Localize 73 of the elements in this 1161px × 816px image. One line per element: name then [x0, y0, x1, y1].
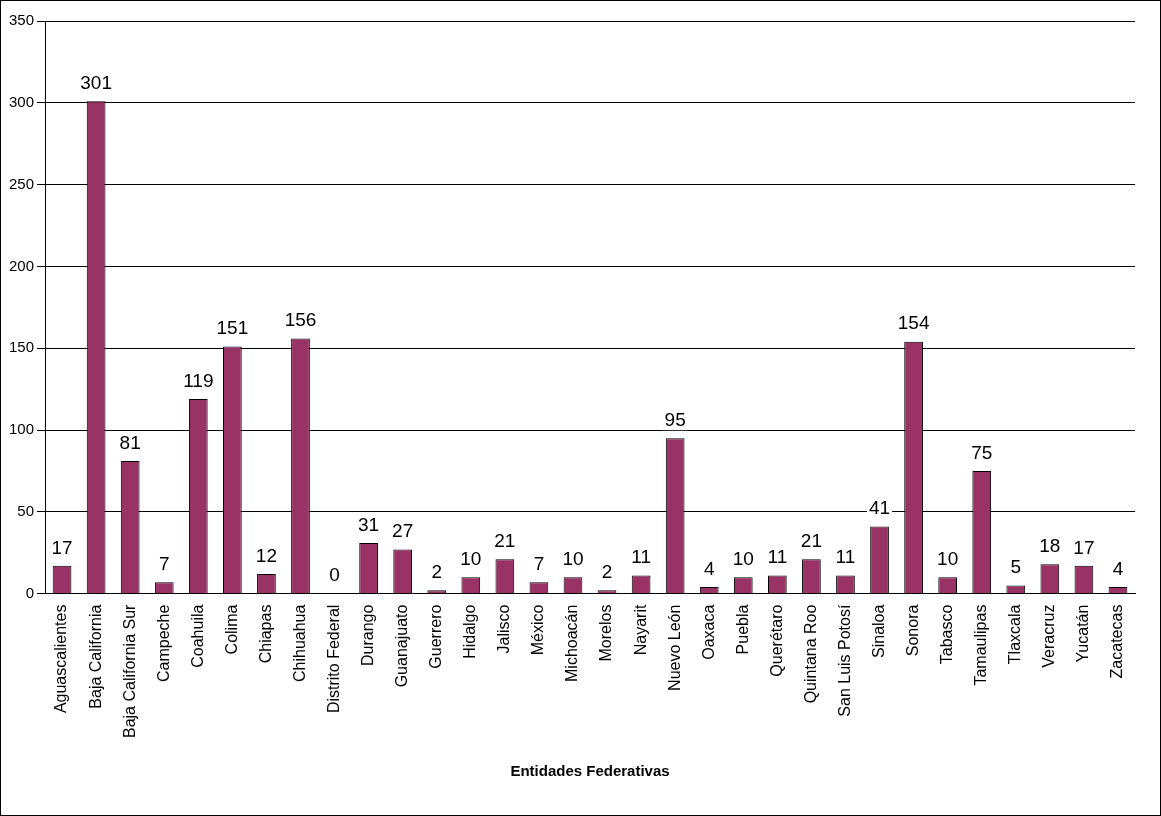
data-label: 10 — [562, 547, 584, 569]
x-tick-label: Tamaulipas — [972, 604, 990, 686]
x-tick-label: Tabasco — [938, 604, 956, 665]
x-tick-label: Baja California Sur — [120, 603, 138, 739]
x-tick-label: Quintana Roo — [801, 604, 819, 704]
x-tick-label: Baja California — [86, 604, 104, 709]
data-label: 10 — [937, 547, 959, 569]
x-tick-label: Distrito Federal — [324, 604, 342, 714]
x-tick-label: Hidalgo — [461, 604, 479, 659]
data-label: 4 — [1112, 557, 1124, 579]
data-label: 10 — [732, 547, 754, 569]
data-label: 5 — [1010, 556, 1022, 578]
data-label: 11 — [767, 546, 788, 568]
data-label: 17 — [1073, 536, 1095, 558]
y-tick-label: 100 — [9, 420, 35, 438]
y-tick-label: 150 — [9, 338, 35, 356]
data-label: 0 — [329, 564, 340, 586]
x-tick-label: Querétaro — [767, 604, 785, 677]
data-label: 119 — [183, 369, 214, 391]
data-label: 10 — [460, 547, 482, 569]
x-tick-label: Guanajuato — [393, 604, 411, 688]
x-tick-label: Veracruz — [1040, 604, 1058, 668]
data-label: 4 — [703, 557, 715, 579]
x-tick-label: Puebla — [733, 604, 751, 655]
data-label: 21 — [800, 529, 822, 551]
y-tick-label: 0 — [25, 583, 35, 601]
x-tick-label: Sonora — [904, 604, 922, 657]
x-tick-label: Oaxaca — [699, 604, 717, 660]
data-label: 151 — [216, 317, 249, 339]
y-tick-label: 50 — [17, 501, 35, 519]
data-label: 27 — [392, 520, 414, 542]
x-axis-title: Entidades Federativas — [510, 762, 670, 780]
x-tick-label: Guerrero — [427, 604, 445, 669]
x-tick-label: Aguascalientes — [52, 604, 70, 714]
data-label: 12 — [255, 544, 277, 566]
data-label: 18 — [1039, 534, 1061, 556]
x-tick-label: México — [529, 604, 547, 656]
data-label: 17 — [51, 536, 73, 558]
y-tick-label: 300 — [9, 92, 35, 110]
x-tick-label: Morelos — [597, 604, 615, 662]
x-tick-label: Colima — [222, 604, 240, 655]
x-tick-label: Durango — [359, 604, 377, 666]
x-tick-label: Chiapas — [256, 604, 274, 664]
data-label: 154 — [897, 312, 930, 334]
data-label: 75 — [971, 441, 993, 463]
data-label: 81 — [119, 431, 141, 453]
x-tick-label: Yucatán — [1074, 604, 1092, 663]
x-tick-label: San Luis Potosí — [835, 604, 853, 717]
x-tick-label: Campeche — [154, 604, 172, 682]
data-label: 7 — [533, 552, 545, 574]
data-label: 2 — [601, 561, 613, 583]
y-tick-label: 200 — [9, 256, 35, 274]
x-tick-label: Zacatecas — [1108, 604, 1126, 679]
data-label: 2 — [431, 561, 443, 583]
y-tick-label: 350 — [9, 11, 35, 29]
x-tick-label: Jalisco — [495, 604, 513, 654]
x-tick-label: Tlaxcala — [1006, 604, 1024, 665]
data-label: 11 — [631, 546, 651, 568]
data-label: 95 — [664, 408, 686, 430]
x-tick-label: Coahuila — [188, 604, 206, 668]
data-label: 11 — [835, 546, 856, 568]
data-label: 21 — [494, 529, 516, 551]
data-label: 7 — [158, 552, 170, 574]
data-label: 301 — [80, 71, 112, 93]
data-label: 31 — [358, 513, 380, 535]
x-tick-label: Sinaloa — [869, 604, 887, 658]
x-tick-label: Nuevo León — [665, 604, 683, 691]
x-tick-label: Nayarit — [631, 604, 649, 656]
x-tick-label: Michoacán — [563, 604, 581, 682]
data-label: 41 — [868, 497, 891, 519]
x-tick-label: Chihuahua — [290, 604, 308, 683]
data-label: 156 — [284, 309, 317, 331]
y-tick-label: 250 — [9, 174, 35, 192]
